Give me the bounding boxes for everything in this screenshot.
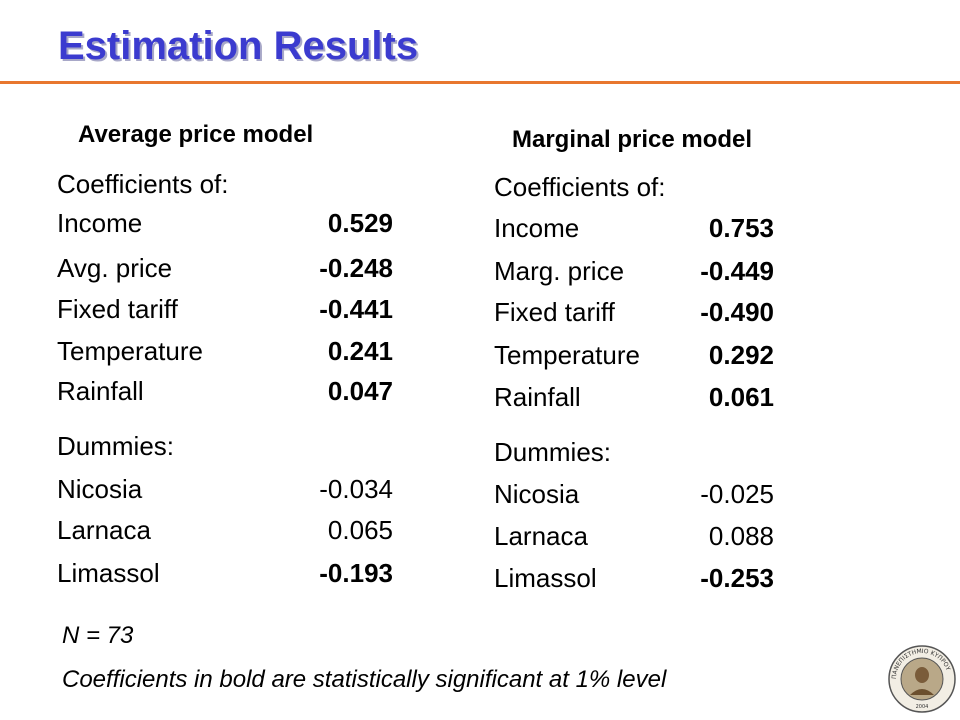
coefficient-label: Income — [494, 213, 580, 243]
coefficient-value: 0.292 — [708, 340, 774, 370]
coefficient-value: -0.490 — [700, 297, 774, 327]
dummy-label: Nicosia — [494, 479, 580, 509]
coefficient-value: 0.753 — [708, 213, 774, 243]
coefficients-header-label: Coefficients of: — [57, 169, 229, 199]
coefficient-label: Temperature — [494, 340, 640, 370]
coefficient-label: Marg. price — [494, 256, 625, 286]
coefficients-header-label: Coefficients of: — [494, 172, 666, 202]
seal-year: 2004 — [916, 704, 929, 710]
dummy-label: Limassol — [57, 558, 160, 588]
coefficient-value: 0.047 — [327, 376, 393, 406]
dummy-label: Limassol — [494, 563, 597, 593]
coefficient-value: -0.248 — [319, 253, 393, 283]
coefficient-label: Fixed tariff — [57, 294, 178, 324]
coefficient-value: 0.241 — [327, 336, 393, 366]
coefficient-value: -0.441 — [319, 294, 393, 324]
dummy-value: -0.025 — [700, 479, 774, 509]
significance-note: Coefficients in bold are statistically s… — [62, 666, 667, 693]
coefficient-value: 0.529 — [327, 208, 393, 238]
coefficient-label: Avg. price — [57, 253, 173, 283]
dummy-value: -0.193 — [319, 558, 393, 588]
coefficient-label: Temperature — [57, 336, 203, 366]
dummy-value: -0.034 — [319, 474, 393, 504]
coefficient-value: 0.061 — [708, 382, 774, 412]
coefficient-label: Fixed tariff — [494, 297, 615, 327]
model-title: Average price model — [78, 121, 314, 148]
dummies-header-label: Dummies: — [57, 431, 175, 461]
title-divider — [0, 81, 960, 84]
dummy-label: Larnaca — [494, 521, 588, 551]
coefficient-label: Rainfall — [57, 376, 144, 406]
dummy-value: -0.253 — [700, 563, 774, 593]
sample-size-note: N = 73 — [62, 622, 134, 649]
coefficient-value: -0.449 — [700, 256, 774, 286]
university-seal-icon: ΠΑΝΕΠΙΣΤΗΜΙΟ ΚΥΠΡΟΥ 2004 — [888, 645, 956, 713]
model-title: Marginal price model — [512, 126, 753, 153]
coefficient-label: Income — [57, 208, 143, 238]
dummy-value: 0.088 — [708, 521, 774, 551]
dummy-label: Larnaca — [57, 515, 151, 545]
dummy-label: Nicosia — [57, 474, 143, 504]
dummy-value: 0.065 — [327, 515, 393, 545]
page-title: Estimation Results — [58, 24, 419, 68]
coefficient-label: Rainfall — [494, 382, 581, 412]
dummies-header-label: Dummies: — [494, 437, 612, 467]
